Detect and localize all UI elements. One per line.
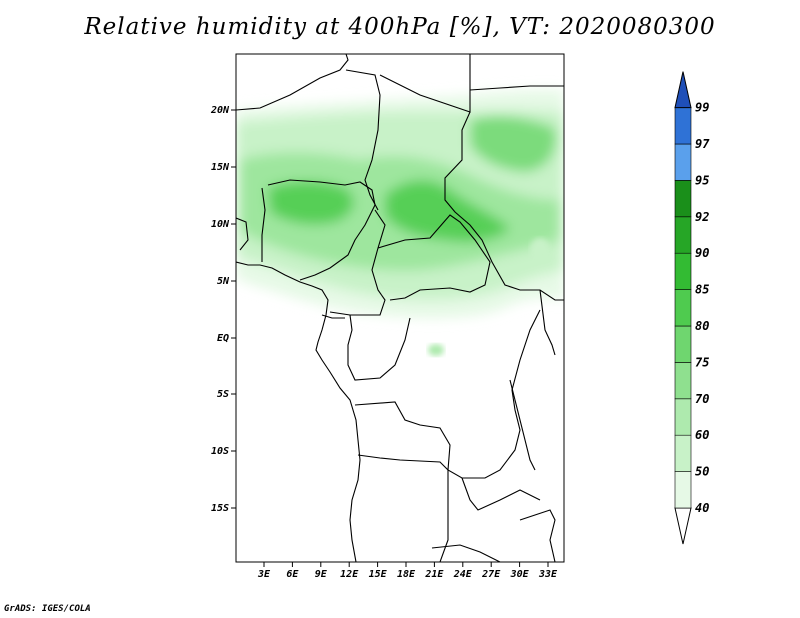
colorbar-label: 40 — [695, 501, 709, 515]
lake-tanganyika — [509, 379, 536, 471]
boundary-drc-south — [354, 309, 541, 479]
lon-label: 21E — [424, 569, 444, 580]
colorbar-arrow-high — [674, 71, 692, 109]
lon-label: 24E — [453, 569, 473, 580]
colorbar-box — [674, 325, 692, 363]
boundary-east — [469, 85, 564, 91]
boundary-cameroon — [329, 209, 386, 316]
map-title: Relative humidity at 400hPa [%], VT: 202… — [84, 14, 716, 40]
humidity-patch-1 — [428, 344, 444, 356]
boundary-congo — [347, 314, 411, 381]
boundary-west — [236, 217, 249, 251]
colorbar-label: 50 — [695, 465, 709, 479]
colorbar-box — [674, 362, 692, 400]
lon-label: 12E — [340, 569, 359, 580]
colorbar-box — [674, 216, 692, 254]
lon-label: 9E — [315, 569, 328, 580]
boundaries — [236, 54, 564, 562]
lat-label: EQ — [217, 333, 229, 344]
lon-label: 3E — [257, 569, 271, 580]
colorbar-label: 60 — [695, 428, 709, 442]
colorbar-label: 75 — [695, 355, 709, 369]
colorbar-label: 99 — [695, 101, 709, 115]
lat-label: 5S — [217, 389, 229, 400]
boundary-kenya — [539, 289, 556, 356]
colorbar-label: 80 — [695, 319, 709, 333]
colorbar-label: 95 — [695, 173, 709, 187]
lat-label: 10S — [211, 446, 229, 457]
lon-label: 30E — [510, 569, 530, 580]
lat-label: 15N — [211, 162, 230, 173]
humidity-band-85 — [268, 181, 354, 225]
colorbar-box — [674, 398, 692, 436]
humidity-patch-2 — [530, 238, 550, 262]
lon-label: 15E — [369, 569, 388, 580]
colorbar-box — [674, 107, 692, 145]
colorbar-label: 70 — [695, 392, 709, 406]
colorbar-label: 97 — [695, 137, 710, 151]
colorbar-label: 85 — [695, 283, 709, 297]
colorbar-box — [674, 289, 692, 327]
lon-label: 18E — [397, 569, 416, 580]
boundary-sudan — [444, 111, 564, 301]
boundary-nigeria — [267, 179, 376, 281]
boundary-north — [236, 54, 349, 111]
colorbar-box — [674, 471, 692, 509]
humidity-band-85-b — [385, 180, 510, 242]
boundary-niger-chad — [345, 69, 381, 211]
boundary-angola — [357, 454, 449, 562]
humidity-band-85-c — [470, 116, 557, 172]
axis-layer: 20N 15N 10N 5N EQ 5S 10S 15S 3E 6E 9E 12E 15E 18E 21E 2… — [210, 105, 558, 580]
lat-label: 15S — [211, 503, 229, 514]
plot-frame — [235, 53, 565, 563]
colorbar-box — [674, 434, 692, 472]
coastline — [236, 261, 361, 562]
grads-credit: GrADS: IGES/COLA — [4, 604, 91, 614]
boundary-mozambique — [519, 509, 556, 562]
lat-label: 20N — [210, 105, 230, 116]
lon-label: 6E — [286, 569, 299, 580]
colorbar-box — [674, 252, 692, 290]
boundary-car — [377, 214, 491, 301]
boundary-libya-chad — [379, 54, 471, 113]
boundary-gabon — [321, 314, 345, 319]
colorbar-arrow-low — [674, 507, 692, 545]
lon-label: 33E — [538, 569, 558, 580]
colorbar: 40 50 60 70 75 80 85 90 92 95 97 99 — [674, 71, 710, 545]
boundary-benin — [261, 187, 266, 262]
colorbar-label: 90 — [695, 246, 709, 260]
lon-label: 27E — [481, 569, 501, 580]
lat-label: 5N — [217, 276, 230, 287]
lat-label: 10N — [211, 219, 230, 230]
colorbar-label: 92 — [695, 210, 709, 224]
boundary-south — [431, 544, 501, 562]
humidity-shading — [236, 89, 564, 356]
colorbar-box — [674, 180, 692, 218]
colorbar-box — [674, 143, 692, 181]
boundary-zambia — [461, 477, 541, 511]
